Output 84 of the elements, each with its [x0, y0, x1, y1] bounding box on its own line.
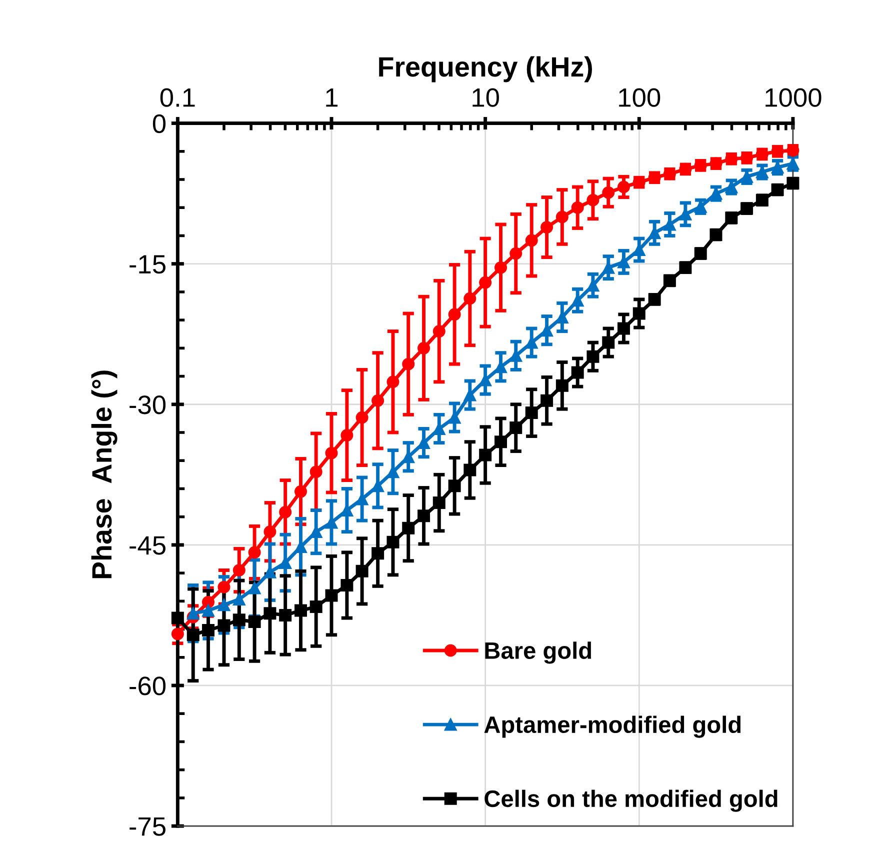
y-tick-label: 0 [152, 114, 166, 134]
point [202, 624, 214, 636]
x-tick-label: 1 [326, 88, 338, 107]
point [432, 325, 446, 338]
x-tick-label: 1000 [766, 88, 822, 107]
point [494, 436, 508, 448]
point [264, 607, 276, 620]
point [218, 598, 230, 612]
point [448, 480, 461, 492]
point [540, 394, 554, 407]
y-tick-label: -45 [130, 536, 166, 555]
point [510, 422, 522, 434]
point [525, 234, 538, 247]
point [556, 210, 568, 224]
point [340, 578, 354, 592]
point [248, 616, 261, 628]
point [648, 293, 661, 306]
point [432, 496, 446, 510]
point [586, 350, 600, 363]
point [464, 464, 476, 476]
point [540, 221, 554, 234]
point [356, 564, 368, 578]
point [202, 604, 214, 617]
point [294, 485, 307, 498]
point [510, 247, 522, 260]
point [602, 186, 615, 199]
legend-label: Cells on the modified gold [484, 790, 778, 812]
y-axis-title: Phase Angle (°) [91, 370, 118, 578]
point [279, 608, 292, 622]
point [479, 448, 492, 462]
point [464, 292, 476, 305]
point [218, 580, 230, 594]
point [218, 619, 230, 632]
point [418, 342, 430, 354]
point [571, 201, 584, 214]
point [171, 612, 184, 624]
point [186, 607, 200, 620]
point [310, 600, 322, 614]
y-tick-label: -15 [130, 255, 166, 274]
point [786, 157, 800, 170]
point [325, 446, 338, 460]
point [418, 510, 430, 522]
point [372, 547, 384, 560]
point [356, 411, 368, 424]
point [586, 194, 600, 206]
point [248, 546, 261, 559]
point [710, 228, 722, 242]
legend-label: Aptamer-modified gold [484, 716, 741, 738]
point [232, 593, 246, 606]
point [310, 466, 322, 478]
point [448, 308, 461, 321]
point [694, 247, 707, 260]
y-tick-label: -75 [130, 817, 166, 836]
point [556, 379, 568, 392]
legend-label: Bare gold [485, 642, 591, 664]
y-tick-label: -60 [130, 676, 166, 696]
point [386, 536, 400, 548]
x-axis-title: Frequency (kHz) [379, 56, 592, 82]
point [402, 358, 415, 370]
point [325, 589, 338, 602]
point [617, 322, 630, 335]
point [602, 336, 615, 349]
x-tick-label: 100 [619, 88, 660, 107]
point [171, 628, 184, 640]
point [479, 276, 492, 289]
point [202, 596, 214, 608]
y-tick-label: -30 [130, 396, 166, 414]
point [617, 180, 630, 194]
point [294, 604, 307, 617]
point [232, 614, 246, 626]
point [372, 394, 384, 407]
point [571, 366, 584, 379]
point [386, 376, 400, 388]
x-tick-label: 10 [472, 88, 499, 107]
point [402, 522, 415, 534]
point [494, 261, 508, 274]
x-tick-label: 0.1 [160, 88, 195, 107]
point [340, 429, 354, 442]
point [279, 506, 292, 518]
point [632, 307, 646, 320]
point [232, 564, 246, 576]
point [264, 526, 276, 538]
point [525, 406, 538, 420]
point [679, 261, 692, 274]
